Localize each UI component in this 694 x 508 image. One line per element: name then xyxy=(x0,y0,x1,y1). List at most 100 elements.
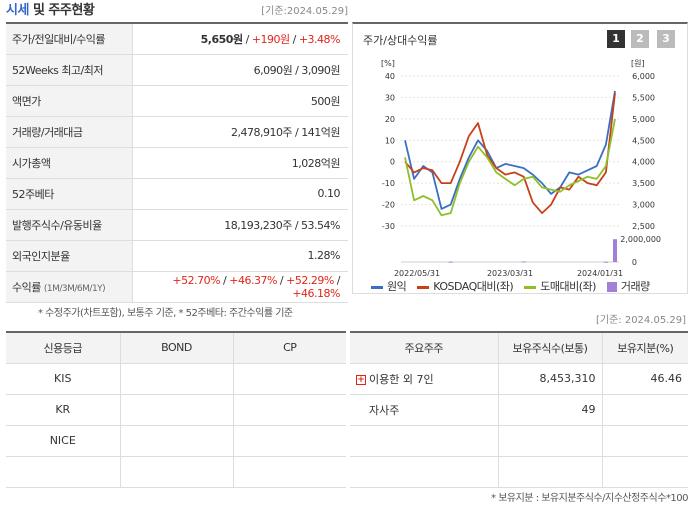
section-header: 시세 및 주주현황 [기준:2024.05.29] xyxy=(6,0,348,18)
chart-page-3-button[interactable]: 3 xyxy=(657,30,675,48)
table-row: 52주베타 0.10 xyxy=(6,178,348,210)
par-label: 액면가 xyxy=(6,85,133,117)
y-right-tick-label: 2,500 xyxy=(632,222,655,231)
table-header-row: 신용등급 BOND CP xyxy=(6,332,346,364)
holder-header-name: 주요주주 xyxy=(350,332,498,364)
holder-pct: 46.46 xyxy=(601,363,688,395)
table-row: 시가총액 1,028억원 xyxy=(6,147,348,179)
volume-bar xyxy=(448,261,453,263)
credit-bond xyxy=(119,363,233,395)
holder-name: 자사주 xyxy=(350,394,498,426)
base-date: [기준:2024.05.29] xyxy=(261,6,348,17)
table-row: 액면가 500원 xyxy=(6,85,348,117)
volume-bar xyxy=(603,261,608,263)
table-row: 거래량/거래대금 2,478,910주 / 141억원 xyxy=(6,116,348,148)
y-right-tick-label: 5,500 xyxy=(632,93,655,102)
y-left-tick-label: -30 xyxy=(382,222,395,231)
w52-label: 52Weeks 최고/최저 xyxy=(6,54,133,86)
table-row: 외국인지분율 1.28% xyxy=(6,240,348,272)
y-left-tick-label: 30 xyxy=(385,93,395,102)
table-row: 52Weeks 최고/최저 6,090원 / 3,090원 xyxy=(6,54,348,86)
par-value: 500원 xyxy=(132,85,348,117)
y-right-tick-label: 5,000 xyxy=(632,115,655,124)
y-left-tick-label: 40 xyxy=(385,72,395,81)
table-row: NICE xyxy=(6,425,346,457)
holder-header-shares: 보유주식수(보통) xyxy=(497,332,602,364)
y-left-tick-label: -20 xyxy=(382,201,395,210)
table-row: KIS xyxy=(6,363,346,395)
credit-header-rating: 신용등급 xyxy=(6,332,120,364)
y-right-tick-label: 3,500 xyxy=(632,179,655,188)
credit-cp xyxy=(232,363,346,395)
legend-item-wholesale[interactable]: 도매대비(좌) xyxy=(524,280,596,293)
credit-agency: NICE xyxy=(6,425,120,457)
footnote-holding: * 보유지분 : 보유지분주식수/지수산정주식수*100 xyxy=(491,493,688,504)
chart-legend: 원익 KOSDAQ대비(좌) 도매대비(좌) 거래량 xyxy=(371,278,658,294)
footnote-price: * 수정주가(차트포함), 보통주 기준, * 52주베타: 주간수익률 기준 xyxy=(38,308,293,319)
y-left-unit: [%] xyxy=(381,59,395,68)
credit-agency: KR xyxy=(6,394,120,426)
foreign-value: 1.28% xyxy=(132,240,348,272)
credit-bond xyxy=(119,394,233,426)
credit-agency: KIS xyxy=(6,363,120,395)
y-right-tick-label: 3,000 xyxy=(632,201,655,210)
expand-plus-icon[interactable]: + xyxy=(356,374,366,385)
holder-name[interactable]: + 이용한 외 7인 xyxy=(350,363,498,395)
table-header-row: 주요주주 보유주식수(보통) 보유지분(%) xyxy=(350,332,688,364)
mcap-value: 1,028억원 xyxy=(132,147,348,179)
credit-bond xyxy=(119,425,233,457)
series-line xyxy=(404,90,616,210)
credit-cp xyxy=(232,394,346,426)
table-row: 주가/전일대비/수익률 5,650원 / +190원 / +3.48% xyxy=(6,23,348,55)
shareholder-table: 주요주주 보유주식수(보통) 보유지분(%) + 이용한 외 7인 8,453,3… xyxy=(350,331,688,488)
y-right-tick-label: 6,000 xyxy=(632,72,655,81)
price-label: 주가/전일대비/수익률 xyxy=(6,23,133,55)
table-row: + 이용한 외 7인 8,453,310 46.46 xyxy=(350,363,688,395)
credit-cp xyxy=(232,425,346,457)
volume-tick-label: 0 xyxy=(632,258,637,267)
y-left-tick-label: 10 xyxy=(385,136,395,145)
returns-value: +52.70% / +46.37% / +52.29% / +46.18% xyxy=(132,271,348,303)
y-right-unit: [원] xyxy=(631,59,645,68)
table-row: 수익률 (1M/3M/6M/1Y) +52.70% / +46.37% / +5… xyxy=(6,271,348,303)
y-left-tick-label: -10 xyxy=(382,179,395,188)
credit-header-cp: CP xyxy=(232,332,346,364)
volume-tick-label: 2,000,000 xyxy=(620,235,661,244)
credit-header-bond: BOND xyxy=(119,332,233,364)
price-info-table: 주가/전일대비/수익률 5,650원 / +190원 / +3.48% 52We… xyxy=(6,22,348,303)
x-tick-label: 2022/05/31 xyxy=(394,269,440,276)
table-row: KR xyxy=(6,394,346,426)
foreign-label: 외국인지분율 xyxy=(6,240,133,272)
beta-value: 0.10 xyxy=(132,178,348,210)
y-right-tick-label: 4,000 xyxy=(632,158,655,167)
returns-label: 수익률 (1M/3M/6M/1Y) xyxy=(6,271,133,303)
y-right-tick-label: 4,500 xyxy=(632,136,655,145)
series-line xyxy=(404,118,616,217)
y-left-tick-label: 20 xyxy=(385,115,395,124)
shares-value: 18,193,230주 / 53.54% xyxy=(132,209,348,241)
holder-pct xyxy=(601,394,688,426)
legend-item-wonik[interactable]: 원익 xyxy=(371,280,407,293)
chart-page-2-button[interactable]: 2 xyxy=(631,30,649,48)
mcap-label: 시가총액 xyxy=(6,147,133,179)
table-row: 자사주 49 xyxy=(350,394,688,426)
beta-label: 52주베타 xyxy=(6,178,133,210)
y-left-tick-label: 0 xyxy=(390,158,395,167)
legend-item-kosdaq[interactable]: KOSDAQ대비(좌) xyxy=(417,280,514,293)
chart-panel: 주가/상대수익률 1 2 3 [%] [원] 40 30 20 10 0 -10 -20 -30 6… xyxy=(352,22,688,294)
chart-page-1-button[interactable]: 1 xyxy=(607,30,625,48)
table-row: 발행주식수/유동비율 18,193,230주 / 53.54% xyxy=(6,209,348,241)
holder-shares: 49 xyxy=(497,394,602,426)
w52-value: 6,090원 / 3,090원 xyxy=(132,54,348,86)
table-row xyxy=(6,456,346,488)
legend-item-volume[interactable]: 거래량 xyxy=(606,280,650,293)
chart-title: 주가/상대수익률 xyxy=(363,34,438,47)
credit-rating-table: 신용등급 BOND CP KIS KR NICE xyxy=(6,331,346,488)
volume-bar xyxy=(613,239,617,262)
base-date-2: [기준: 2024.05.29] xyxy=(595,315,686,326)
volume-bar xyxy=(521,261,526,263)
price-value: 5,650원 / +190원 / +3.48% xyxy=(132,23,348,55)
table-row xyxy=(350,425,688,457)
table-row xyxy=(350,456,688,488)
volume-value: 2,478,910주 / 141억원 xyxy=(132,116,348,148)
